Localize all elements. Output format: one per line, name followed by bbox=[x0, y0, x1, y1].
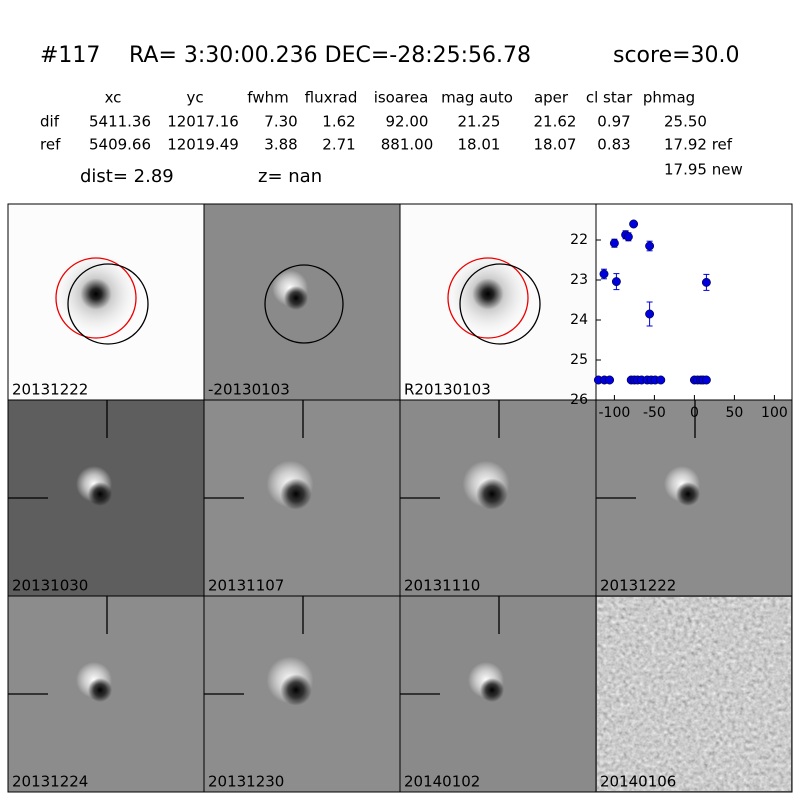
point bbox=[605, 375, 615, 385]
score: score=30.0 bbox=[613, 43, 740, 68]
stamp-label: -20130103 bbox=[208, 381, 290, 399]
table-cell: 92.00 bbox=[386, 113, 429, 131]
y-tick-label: 24 bbox=[570, 312, 588, 328]
black-circle bbox=[67, 263, 149, 345]
phmag-new: 17.95 new bbox=[664, 161, 743, 179]
black-circle bbox=[459, 263, 541, 345]
point bbox=[599, 269, 609, 279]
column-header: yc bbox=[186, 89, 203, 107]
stamp: 20131222 bbox=[7, 203, 205, 401]
dist: dist= 2.89 bbox=[80, 166, 174, 187]
stamp-label: 20131030 bbox=[12, 577, 88, 595]
table-cell: 5409.66 bbox=[89, 136, 151, 154]
stamp-label: 20131110 bbox=[404, 577, 480, 595]
row-label: dif bbox=[40, 113, 60, 131]
point bbox=[645, 309, 655, 319]
point bbox=[609, 238, 619, 248]
dipole-neg bbox=[280, 674, 312, 706]
point bbox=[701, 277, 711, 287]
black-circle bbox=[264, 264, 344, 344]
y-tick-label: 25 bbox=[570, 352, 588, 368]
table-cell: 5411.36 bbox=[89, 113, 151, 131]
table-cell: 12017.16 bbox=[167, 113, 239, 131]
table-cell: 18.01 bbox=[458, 136, 501, 154]
stamp-label: 20140102 bbox=[404, 773, 480, 791]
coords: RA= 3:30:00.236 DEC=-28:25:56.78 bbox=[129, 43, 531, 68]
table-cell: 21.62 bbox=[534, 113, 577, 131]
column-header: cl star bbox=[586, 89, 633, 107]
x-tick-label: -50 bbox=[643, 405, 666, 421]
table-cell: 3.88 bbox=[264, 136, 297, 154]
dipole-neg bbox=[280, 478, 312, 510]
noise bbox=[597, 597, 791, 791]
table-cell: 0.97 bbox=[597, 113, 630, 131]
stamp: 20131230 bbox=[203, 595, 401, 793]
stamp-label: 20131107 bbox=[208, 577, 284, 595]
point bbox=[645, 241, 655, 251]
table-cell: 17.92 ref bbox=[664, 136, 733, 154]
point bbox=[623, 232, 633, 242]
stamp: 20131107 bbox=[203, 399, 401, 597]
point bbox=[611, 277, 621, 287]
source-blob bbox=[443, 249, 533, 339]
stamp: 20140106 bbox=[595, 595, 793, 793]
x-tick-label: 50 bbox=[725, 405, 743, 421]
dipole-neg bbox=[88, 482, 112, 506]
y-tick-label: 26 bbox=[570, 392, 588, 408]
table-cell: 881.00 bbox=[381, 136, 434, 154]
red-circle bbox=[55, 257, 137, 339]
dipole-neg bbox=[480, 678, 504, 702]
dipole-neg bbox=[284, 286, 308, 310]
table-cell: 0.83 bbox=[597, 136, 630, 154]
table-cell: 18.07 bbox=[534, 136, 577, 154]
stamp: 20131222 bbox=[595, 399, 793, 597]
stamp-label: 20131222 bbox=[12, 381, 88, 399]
table-cell: 7.30 bbox=[264, 113, 297, 131]
dipole-neg bbox=[88, 678, 112, 702]
column-header: fluxrad bbox=[305, 89, 358, 107]
stamp-label: 20131230 bbox=[208, 773, 284, 791]
point bbox=[656, 375, 666, 385]
y-tick-label: 23 bbox=[570, 272, 588, 288]
column-header: isoarea bbox=[374, 89, 429, 107]
column-header: aper bbox=[534, 89, 569, 107]
table-cell: 25.50 bbox=[664, 113, 707, 131]
stamp: 20131224 bbox=[7, 595, 205, 793]
source-blob bbox=[51, 249, 141, 339]
stamp-label: 20131222 bbox=[600, 577, 676, 595]
x-tick-label: 0 bbox=[690, 405, 699, 421]
x-tick-label: -100 bbox=[599, 405, 631, 421]
stamp: 20131030 bbox=[7, 399, 205, 597]
redshift: z= nan bbox=[258, 166, 322, 187]
dipole-neg bbox=[676, 482, 700, 506]
column-header: xc bbox=[105, 89, 122, 107]
point bbox=[701, 375, 711, 385]
stamp-label: R20130103 bbox=[404, 381, 491, 399]
dipole-neg bbox=[476, 478, 508, 510]
candidate-id: #117 bbox=[40, 43, 100, 68]
y-tick-label: 22 bbox=[570, 232, 588, 248]
row-label: ref bbox=[40, 136, 61, 154]
table-cell: 12019.49 bbox=[167, 136, 239, 154]
stamp: 20140102 bbox=[399, 595, 597, 793]
stamp: 20131110 bbox=[399, 399, 597, 597]
column-header: phmag bbox=[643, 89, 695, 107]
column-header: fwhm bbox=[247, 89, 288, 107]
table-cell: 1.62 bbox=[322, 113, 355, 131]
table-cell: 21.25 bbox=[458, 113, 501, 131]
point bbox=[629, 219, 639, 229]
stamp-label: 20131224 bbox=[12, 773, 88, 791]
x-tick-label: 100 bbox=[761, 405, 788, 421]
column-header: mag auto bbox=[441, 89, 513, 107]
red-circle bbox=[447, 257, 529, 339]
stamp: -20130103 bbox=[203, 203, 401, 401]
table-cell: 2.71 bbox=[322, 136, 355, 154]
stamp: R20130103 bbox=[399, 203, 597, 401]
stamp-label: 20140106 bbox=[600, 773, 676, 791]
